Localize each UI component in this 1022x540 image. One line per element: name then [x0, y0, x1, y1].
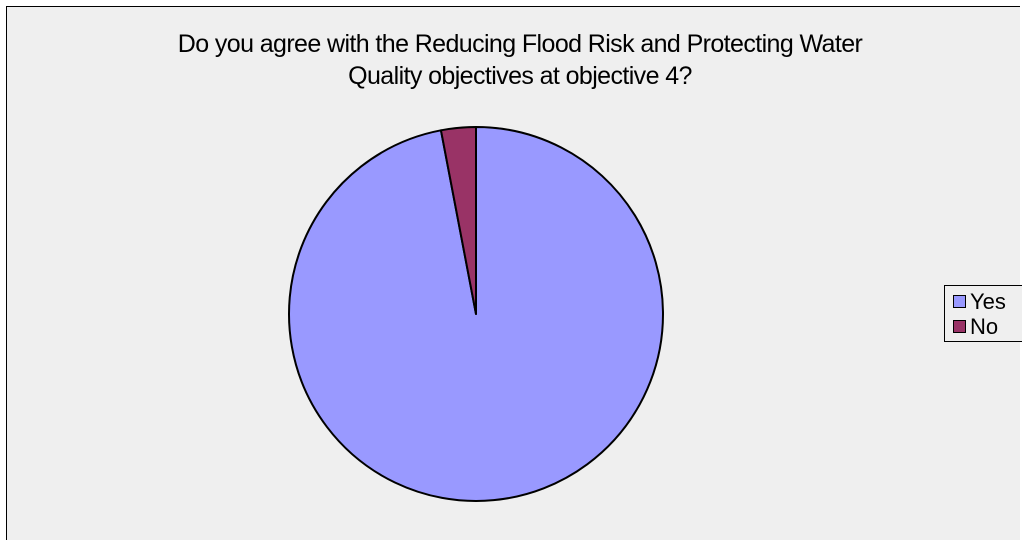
chart-title: Do you agree with the Reducing Flood Ris…: [0, 28, 1022, 92]
legend-label-no: No: [970, 314, 999, 339]
legend-swatch-no: [953, 320, 966, 333]
legend-item-yes: Yes: [945, 289, 1022, 314]
pie-slice-no: [439, 126, 477, 315]
legend-item-no: No: [945, 314, 1022, 339]
legend: Yes No: [944, 285, 1022, 342]
chart-title-line-2: Quality objectives at objective 4?: [348, 62, 692, 90]
legend-label-yes: Yes: [970, 289, 1006, 314]
chart-title-line-1: Do you agree with the Reducing Flood Ris…: [177, 30, 863, 58]
legend-swatch-yes: [953, 295, 966, 308]
